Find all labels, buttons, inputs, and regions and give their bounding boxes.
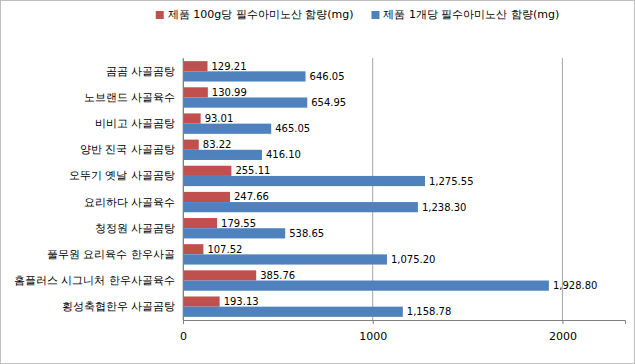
legend-label: 제품 1개당 필수아미노산 함량(mg) [383,8,559,21]
x-tick: 0 [180,320,187,343]
bar [183,202,418,212]
y-tick: 홈플러스 시그니처 한우사골육수 [14,274,183,287]
x-tick-label: 2000 [549,330,577,343]
y-tick-label: 비비고 사골곰탕 [95,117,176,130]
data-label: 1,158.78 [407,306,452,317]
y-tick: 양반 진국 사골곰탕 [80,143,183,156]
y-tick-label: 노브랜드 사골육수 [84,91,176,104]
bar [183,61,208,71]
y-tick: 오뚜기 옛날 사골곰탕 [69,169,183,182]
bar [183,176,425,186]
bar [183,113,201,123]
y-tick-label: 풀무원 요리육수 한우사골 [47,248,175,261]
data-label: 1,238.30 [422,202,467,213]
chart-frame [1,1,635,364]
bar [183,218,217,228]
grid [183,58,562,320]
x-axis-line [184,321,626,325]
y-tick-label: 홈플러스 시그니처 한우사골육수 [14,274,175,287]
y-tick: 풀무원 요리육수 한우사골 [47,248,183,261]
bar [183,124,271,134]
data-label: 83.22 [203,139,232,150]
data-label: 193.13 [224,296,259,307]
y-tick: 요리하다 사골육수 [84,196,184,209]
y-tick-label: 청정원 사골곰탕 [95,222,176,235]
y-tick: 노브랜드 사골육수 [84,91,184,104]
x-axis: 0 1000 2000 [180,320,626,343]
data-label: 129.21 [212,61,247,72]
y-tick-label: 오뚜기 옛날 사골곰탕 [69,169,175,182]
data-label: 1,275.55 [429,176,474,187]
data-label: 385.76 [260,270,295,281]
legend-item: 제품 1개당 필수아미노산 함량(mg) [371,8,559,21]
bar [183,296,220,306]
data-label: 93.01 [205,113,234,124]
data-label: 654.95 [311,97,346,108]
legend-swatch [371,11,379,19]
x-tick: 1000 [359,320,387,343]
bar [183,228,285,238]
legend-label: 제품 100g당 필수아미노산 함량(mg) [168,8,354,21]
y-tick: 곰곰 사골곰탕 [106,65,184,78]
bar [183,307,403,317]
data-labels: 129.21 130.99 93.01 83.22 255.11 247.66 179.55… [203,61,598,318]
y-tick: 비비고 사골곰탕 [95,117,184,130]
bars [183,61,549,317]
bar [183,87,208,97]
x-tick-label: 1000 [359,330,387,343]
x-tick-mark [562,320,563,324]
data-label: 646.05 [310,71,345,82]
data-label: 255.11 [235,165,270,176]
y-axis: 곰곰 사골곰탕노브랜드 사골육수비비고 사골곰탕양반 진국 사골곰탕오뚜기 옛날… [14,59,184,321]
data-label: 465.05 [275,123,310,134]
legend-swatch [156,11,164,19]
bar [183,166,231,176]
bar [183,97,307,107]
chart: 129.21 130.99 93.01 83.22 255.11 247.66 179.55… [0,0,635,364]
x-tick-mark [183,320,184,324]
bar [183,71,306,81]
x-tick-mark [373,320,374,324]
data-label: 538.65 [289,228,324,239]
y-axis-line [183,59,184,321]
data-label: 1,075.20 [391,254,436,265]
bar [183,192,230,202]
data-label: 107.52 [207,244,242,255]
bar [183,244,203,254]
y-tick-label: 횡성축협한우 사골곰탕 [62,300,176,313]
y-tick-label: 곰곰 사골곰탕 [106,65,176,78]
y-tick: 청정원 사골곰탕 [95,222,184,235]
bar [183,140,199,150]
bar [183,270,256,280]
data-label: 179.55 [221,218,256,229]
data-label: 247.66 [234,191,269,202]
data-label: 1,928.80 [553,280,598,291]
x-tick-label: 0 [180,330,187,343]
grid-line [183,58,184,320]
y-tick-label: 요리하다 사골육수 [84,196,176,209]
plot: 129.21 130.99 93.01 83.22 255.11 247.66 179.55… [14,58,626,343]
legend-item: 제품 100g당 필수아미노산 함량(mg) [156,8,354,21]
data-label: 416.10 [266,149,301,160]
data-label: 130.99 [212,87,247,98]
bar [183,281,549,291]
legend: 제품 100g당 필수아미노산 함량(mg) 제품 1개당 필수아미노산 함량(m… [156,8,560,21]
y-tick: 횡성축협한우 사골곰탕 [62,300,184,313]
y-tick-label: 양반 진국 사골곰탕 [80,143,175,156]
bar [183,254,387,264]
x-tick: 2000 [549,320,577,343]
bar [183,150,262,160]
